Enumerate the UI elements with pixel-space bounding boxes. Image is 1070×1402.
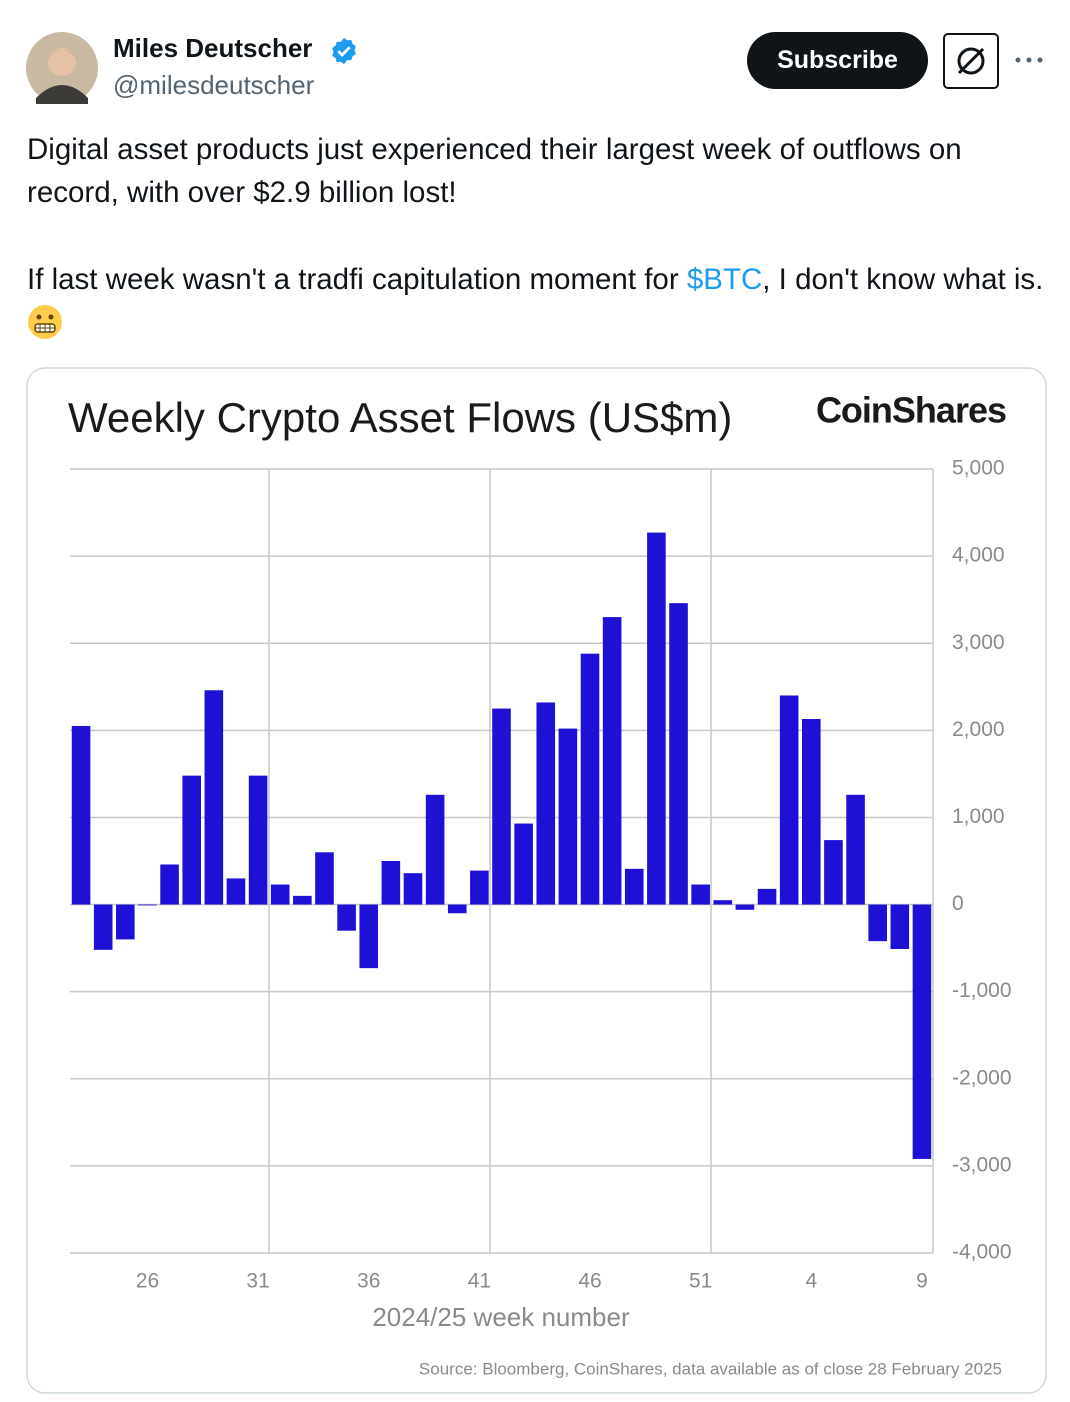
verified-badge (332, 37, 356, 65)
x-tick-label: 41 (468, 1270, 491, 1293)
x-tick-label: 4 (805, 1270, 817, 1293)
bar (425, 794, 445, 905)
y-tick-label: 5,000 (952, 457, 1005, 480)
bar (868, 904, 887, 942)
source-note: Source: Bloomberg, CoinShares, data avai… (419, 1359, 1002, 1378)
bar (270, 884, 290, 905)
bar (403, 873, 423, 905)
y-tick-label: 4,000 (952, 544, 1005, 567)
bar (580, 653, 600, 905)
bar (248, 775, 268, 905)
text: , I don't know what is. (762, 263, 1044, 296)
paragraph: Digital asset products just experienced … (27, 133, 962, 209)
tweet-text: Digital asset products just experienced … (27, 128, 1047, 388)
bar (381, 861, 401, 905)
bar (647, 532, 666, 905)
bar (824, 840, 843, 905)
y-tick-label: 0 (952, 892, 964, 915)
bar (735, 904, 755, 910)
bar (116, 904, 135, 940)
bar (204, 690, 224, 905)
bar (536, 702, 556, 905)
y-tick-label: -4,000 (952, 1241, 1012, 1264)
bar (160, 864, 179, 905)
bar (757, 888, 777, 905)
bar (138, 904, 157, 906)
x-tick-label: 46 (578, 1270, 601, 1293)
y-tick-label: 1,000 (952, 805, 1005, 828)
x-tick-label: 9 (916, 1270, 928, 1293)
y-tick-label: -2,000 (952, 1066, 1012, 1089)
x-tick-label: 26 (136, 1270, 159, 1293)
x-tick-label: 51 (689, 1270, 712, 1293)
bar (691, 884, 710, 905)
brand-logo: CoinShares (816, 390, 1006, 431)
x-axis-title: 2024/25 week number (372, 1302, 630, 1332)
bar (624, 868, 644, 905)
text: If last week wasn't a tradfi capitulatio… (27, 263, 687, 296)
bar (802, 719, 821, 905)
bar (226, 878, 246, 905)
bar (492, 708, 511, 905)
avatar[interactable] (26, 32, 98, 104)
bar (602, 617, 622, 905)
grok-button[interactable] (943, 33, 999, 89)
cashtag-link[interactable]: $BTC (686, 263, 763, 296)
bar (713, 900, 733, 905)
bar (470, 870, 489, 905)
author-handle[interactable]: @milesdeutscher (113, 70, 315, 100)
bar (779, 695, 799, 905)
y-tick-label: -1,000 (952, 979, 1012, 1002)
author-name[interactable]: Miles Deutscher (113, 33, 313, 63)
x-tick-label: 31 (246, 1270, 269, 1293)
bar (558, 728, 578, 905)
bar (93, 904, 113, 950)
chart-title: Weekly Crypto Asset Flows (US$m) (68, 394, 732, 441)
bar (315, 852, 334, 905)
bar (71, 725, 91, 905)
subscribe-button[interactable]: Subscribe (747, 32, 928, 89)
bar (293, 895, 312, 905)
y-tick-label: 2,000 (952, 718, 1005, 741)
emoji (28, 305, 62, 339)
x-tick-label: 36 (357, 1270, 380, 1293)
bar (912, 904, 932, 1159)
bar (182, 775, 201, 905)
bar (846, 794, 865, 905)
bar (514, 823, 533, 905)
bar (447, 904, 467, 914)
bar (669, 603, 688, 905)
more-button[interactable] (1012, 50, 1046, 70)
y-tick-label: -3,000 (952, 1153, 1012, 1176)
bar (337, 904, 356, 931)
bar (359, 904, 379, 969)
bar (890, 904, 910, 949)
paragraph: If last week wasn't a tradfi capitulatio… (27, 258, 1047, 344)
vertical-grid (268, 469, 934, 1253)
y-tick-label: 3,000 (952, 631, 1005, 654)
